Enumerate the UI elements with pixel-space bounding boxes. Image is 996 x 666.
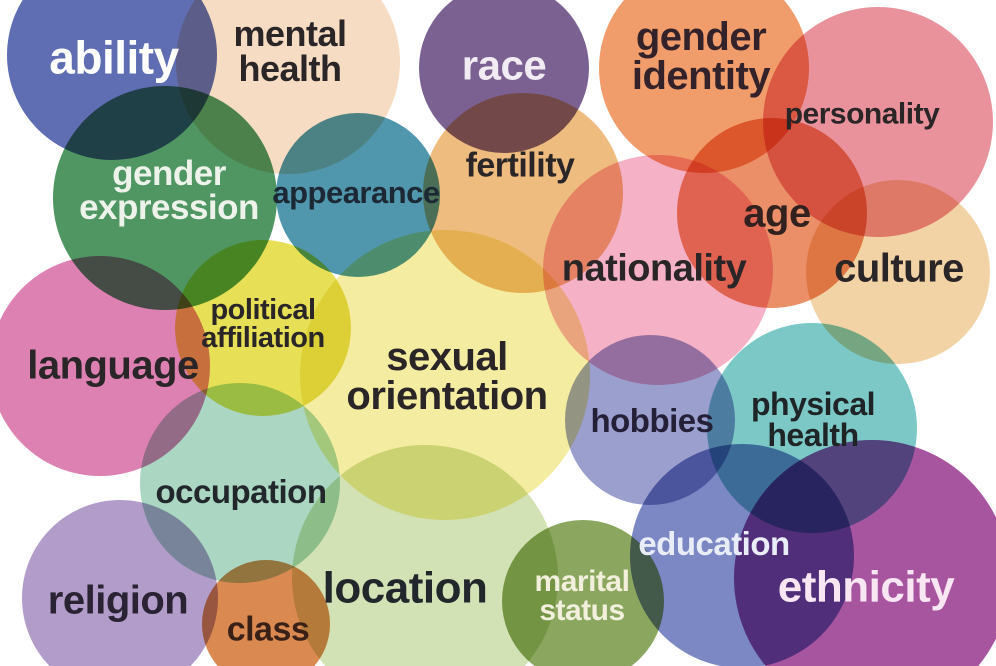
label-class: class <box>226 610 310 649</box>
label-nationality: nationality <box>561 247 747 290</box>
label-ability: ability <box>49 31 179 84</box>
label-mental-health: mental health <box>233 13 347 89</box>
label-hobbies: hobbies <box>590 402 714 439</box>
label-race: race <box>461 41 547 89</box>
circle-ethnicity <box>734 440 996 666</box>
label-sexual-orientation: sexual orientation <box>346 335 548 418</box>
label-language: language <box>27 343 199 388</box>
label-ethnicity: ethnicity <box>777 562 955 612</box>
label-gender-expression: gender expression <box>79 154 259 227</box>
label-culture: culture <box>834 246 964 291</box>
label-physical-health: physical health <box>750 385 876 453</box>
label-marital-status: marital status <box>534 564 630 627</box>
label-education: education <box>638 525 790 562</box>
circle-religion <box>22 500 218 666</box>
label-political-affiliation: political affiliation <box>201 293 325 354</box>
label-personality: personality <box>784 97 940 131</box>
label-religion: religion <box>47 578 189 623</box>
label-gender-identity: gender identity <box>631 15 771 98</box>
label-fertility: fertility <box>465 146 575 185</box>
label-age: age <box>743 191 811 236</box>
label-occupation: occupation <box>155 473 327 510</box>
label-location: location <box>322 563 488 613</box>
label-appearance: appearance <box>272 174 440 210</box>
